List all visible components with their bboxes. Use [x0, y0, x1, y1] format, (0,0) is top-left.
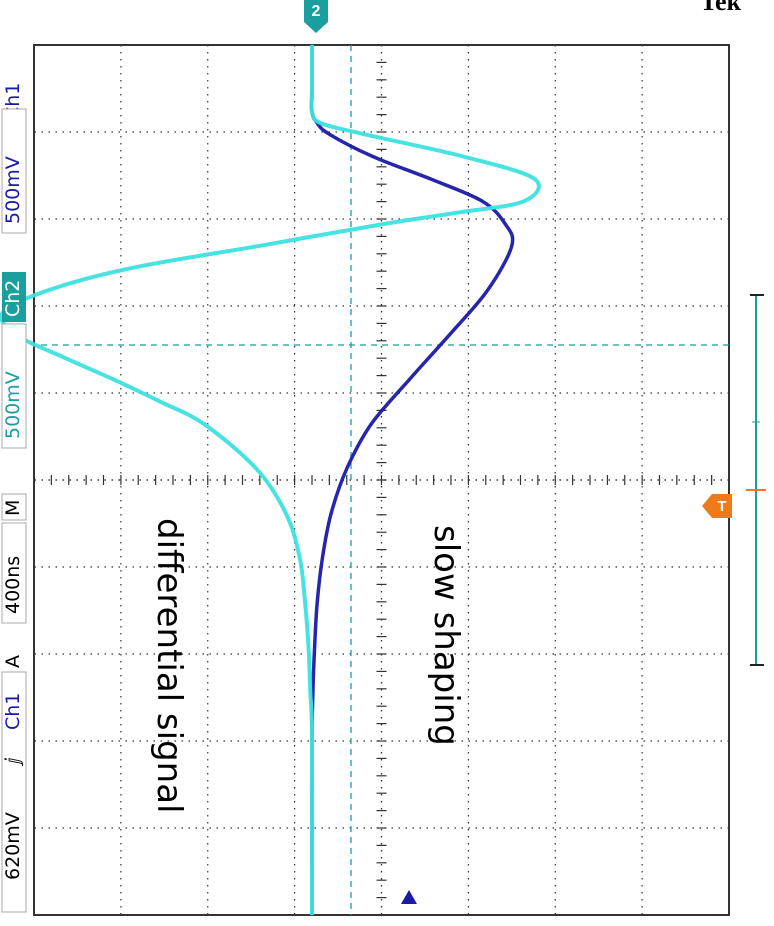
readout-strip: Ch1 500mV Ch2 500mV M 400ns A Ch1 ⅉ 620m… [1, 83, 27, 913]
brand-logo: Tek [700, 0, 741, 16]
ch2-data-point [462, 155, 464, 158]
ch1-data-point [328, 133, 330, 135]
ch1-data-point [316, 602, 318, 604]
ch2-data-point [307, 646, 310, 648]
a-label: A [2, 655, 24, 668]
timebase-box [1, 522, 27, 624]
ch2-label-box [2, 272, 26, 322]
ch2-data-point [255, 468, 257, 470]
ch1-data-point [321, 557, 323, 559]
ch1-data-point [346, 468, 348, 470]
ch1-data-point [448, 334, 450, 336]
trigger-slope: ⅉ [2, 757, 24, 767]
ch1-data-point [429, 178, 431, 180]
trigger-position-marker: T [702, 494, 732, 518]
ch1-data-point [372, 155, 374, 158]
ch2-ground-marker: 2 [304, 0, 328, 33]
ch2-data-point [62, 356, 65, 358]
ch2-data-point [130, 267, 132, 269]
ch2-data-point [299, 557, 301, 559]
ch1-data-point [330, 512, 332, 515]
ch1-data-point [504, 222, 506, 225]
ch1-data-point [314, 646, 316, 648]
ch2-data-point [285, 512, 287, 515]
ch2-data-point [386, 222, 388, 225]
ch1-data-point [486, 289, 489, 291]
trigger-marker-label: T [717, 498, 726, 515]
annotation-slow-shaping: slow shaping [426, 525, 466, 746]
ch2-data-point [113, 379, 115, 381]
trigger-level: 620mV [2, 812, 24, 880]
m-label-box [1, 493, 27, 521]
timebase-value: 400ns [2, 556, 24, 614]
ch2-data-point [304, 602, 306, 604]
trigger-readout-box [1, 671, 27, 913]
trigger-source: Ch1 [2, 693, 24, 730]
ch2-scale: 500mV [2, 371, 24, 439]
ch2-data-point [311, 89, 313, 91]
annotation-differential-signal: differential signal [149, 518, 189, 814]
ch2-data-point [311, 111, 313, 113]
ch2-data-point [523, 200, 525, 202]
record-view-bar [746, 294, 766, 666]
ch2-label: Ch2 [2, 280, 24, 317]
ch1-scale-box [1, 108, 27, 234]
m-label: M [2, 500, 24, 516]
ch2-data-point [459, 211, 461, 213]
ch1-data-point [408, 379, 410, 381]
ch2-data-point [47, 289, 49, 291]
ch2-data-point [160, 401, 162, 403]
graticule [33, 44, 730, 916]
ch2-data-point [533, 178, 535, 180]
ch1-data-point [312, 691, 314, 693]
ch2-marker-label: 2 [312, 3, 321, 20]
ch2-data-point [311, 44, 313, 46]
ch1-data-point [511, 245, 513, 247]
ch2-data-point [363, 133, 365, 135]
ch2-data-point [309, 691, 311, 693]
ch2-data-point [259, 245, 261, 247]
ch1-data-point [370, 423, 372, 425]
ch2-data-point [311, 914, 313, 916]
ch1-scale: 500mV [2, 156, 24, 224]
ch2-data-point [320, 122, 322, 124]
ch1-level-arrow [401, 890, 417, 904]
ch2-scale-box [1, 323, 27, 449]
ch2-data-point [203, 423, 205, 425]
ch2-data-point [311, 735, 313, 738]
ch1-data-point [481, 200, 483, 202]
